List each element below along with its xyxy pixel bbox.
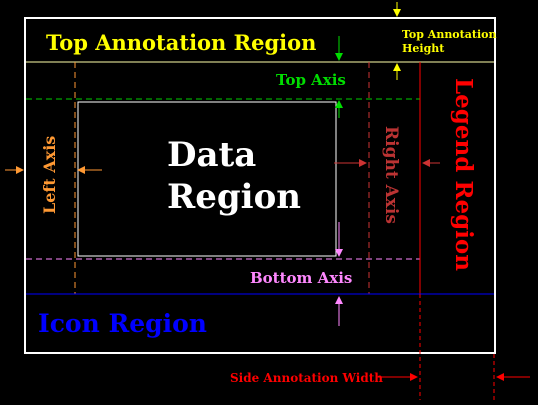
left-axis-label: Left Axis: [40, 136, 59, 214]
top-axis-label: Top Axis: [276, 71, 346, 89]
side-annotation-width-label: Side Annotation Width: [230, 371, 383, 385]
bottom-axis-label: Bottom Axis: [250, 269, 352, 287]
legend-region-label: Legend Region: [450, 78, 477, 271]
top-annotation-height-label-2: Height: [402, 42, 445, 55]
data-region-label-1: Data: [167, 135, 256, 175]
outer-frame: [24, 17, 496, 354]
right-axis-label: Right Axis: [381, 126, 401, 224]
data-region-box: [77, 101, 337, 257]
top-annotation-height-label-1: Top Annotation: [402, 28, 496, 41]
top-annotation-region-label: Top Annotation Region: [46, 30, 316, 55]
icon-region-label: Icon Region: [38, 309, 207, 338]
data-region-label-2: Region: [167, 177, 301, 217]
